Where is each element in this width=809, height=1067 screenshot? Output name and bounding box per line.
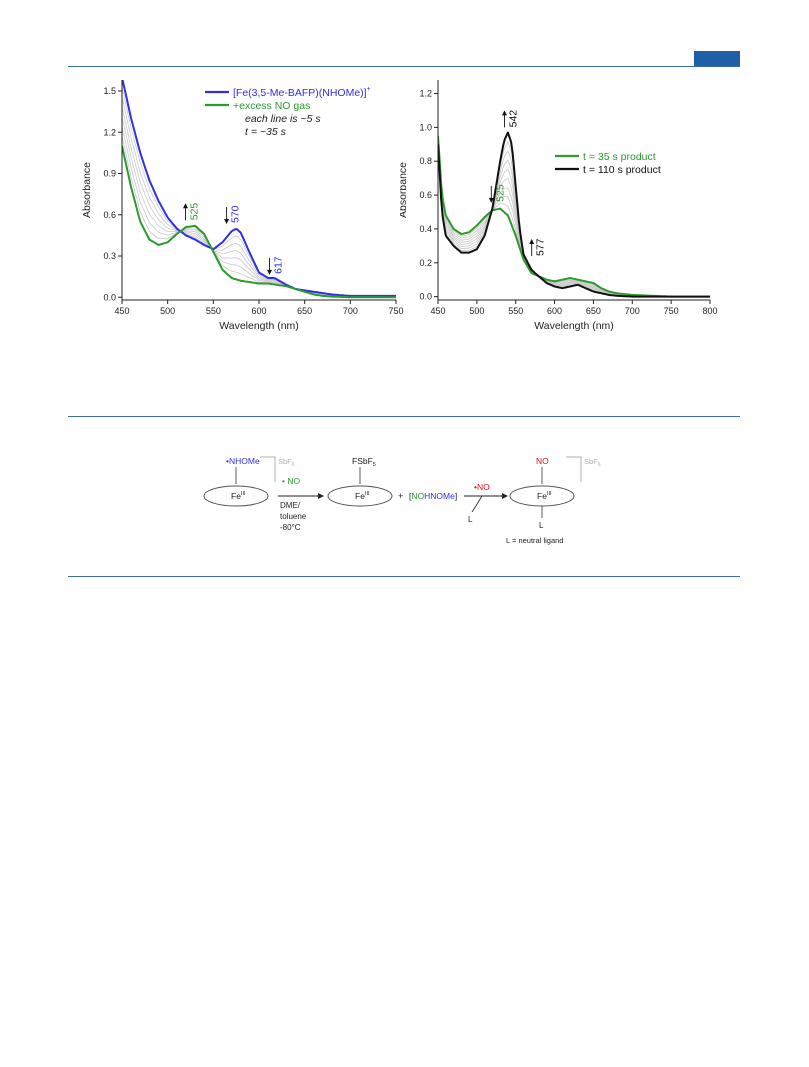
reagent-no-2: •NO	[474, 482, 490, 492]
intermediate-line	[438, 138, 710, 298]
annotation-arrowhead	[183, 203, 188, 209]
porphyrin-ellipse-1	[203, 485, 269, 507]
legend-label-1: t = 35 s product	[583, 151, 656, 163]
series-line-1	[438, 135, 710, 298]
x-tick-label: 650	[297, 306, 312, 316]
peak-label-617: 617	[273, 256, 285, 274]
intermediate-line	[122, 116, 396, 298]
prod-ligand-top: NO	[536, 456, 549, 466]
y-tick-label: 0.4	[419, 224, 432, 234]
product-complex: NO FeIII L SbF6	[509, 456, 601, 530]
y-tick-label: 0.0	[419, 292, 432, 302]
sm-ligand: •NHOMe	[226, 456, 260, 466]
arrow-2-head	[502, 493, 508, 499]
ligand-in: L	[468, 515, 473, 524]
prod-bracket	[566, 456, 582, 482]
peak-label-542: 542	[507, 110, 519, 128]
x-tick-label: 600	[251, 306, 266, 316]
scheme-top-rule	[68, 416, 740, 417]
peak-label-525: 525	[494, 184, 506, 202]
y-tick-label: 0.9	[103, 169, 116, 179]
y-tick-label: 0.6	[419, 190, 432, 200]
annotation-arrowhead	[501, 110, 507, 116]
prod-ligand-bottom: L	[539, 521, 544, 530]
condition-1: DME/	[280, 501, 301, 510]
condition-2: toluene	[280, 512, 307, 521]
x-tick-label: 500	[160, 306, 175, 316]
legend-label-1: [Fe(3,5-Me-BAFP)(NHOMe)]+	[233, 86, 371, 99]
y-tick-label: 1.0	[419, 122, 432, 132]
reagent-no: • NO	[282, 476, 300, 486]
x-axis-label: Wavelength (nm)	[219, 320, 299, 332]
reaction-scheme: •NHOMe FeIII SbF6 • NO DME/ toluene -80°…	[203, 456, 601, 545]
header-tab	[694, 51, 740, 66]
x-tick-label: 550	[206, 306, 221, 316]
x-tick-label: 500	[469, 306, 484, 316]
intermediate-line	[438, 142, 710, 298]
y-tick-label: 0.0	[103, 292, 116, 302]
ligand-in-curve	[471, 495, 483, 513]
intermediate-line	[438, 137, 710, 298]
x-tick-label: 600	[547, 306, 562, 316]
sm-counterion: SbF6	[278, 457, 295, 468]
intermediate-line	[438, 140, 710, 298]
y-tick-label: 0.8	[419, 156, 432, 166]
annotation-arrowhead	[224, 219, 230, 224]
absorbance-chart-left: 450 500 550 600 650 700 750 0.0 0.3 0.6 0.9 1.2 1.5 W…	[81, 80, 404, 332]
x-tick-label: 450	[114, 306, 129, 316]
intermediate-line	[438, 140, 710, 298]
y-tick-label: 0.3	[103, 251, 116, 261]
sm-metal: FeIII	[231, 491, 246, 501]
x-tick-label: 700	[343, 306, 358, 316]
legend-label-2: t = 110 s product	[583, 164, 661, 176]
series-line-2	[438, 131, 710, 298]
y-tick-label: 0.6	[103, 210, 116, 220]
series-line-2	[122, 145, 396, 299]
prod-counterion: SbF6	[584, 457, 601, 468]
annotation-arrowhead	[267, 269, 273, 275]
top-rule	[68, 66, 740, 67]
intermediate-complex: FSbF5 FeIII	[327, 456, 393, 507]
intermediate-line	[438, 139, 710, 298]
prod-metal: FeIII	[537, 491, 552, 501]
byproduct: [NOHNOMe]	[409, 491, 457, 501]
annotation-note: each line is ~5 s	[245, 113, 321, 125]
absorbance-chart-right: 450 500 550 600 650 700 750 800 0.0 0.2 0.4 0.6 0.8 1…	[400, 80, 718, 332]
int-ligand: FSbF5	[352, 456, 376, 468]
series-line-1	[122, 80, 396, 297]
x-tick-label: 450	[430, 306, 445, 316]
peak-label-570: 570	[230, 205, 242, 223]
x-tick-label: 700	[625, 306, 640, 316]
annotation-arrowhead	[488, 197, 494, 203]
intermediate-line	[438, 136, 710, 298]
porphyrin-ellipse-2	[327, 485, 393, 507]
intermediate-line	[438, 141, 710, 298]
x-tick-label: 650	[586, 306, 601, 316]
y-axis-label: Absorbance	[400, 162, 409, 218]
peak-label-577: 577	[535, 238, 547, 256]
starting-complex: •NHOMe FeIII SbF6	[203, 456, 295, 507]
x-tick-label: 750	[388, 306, 403, 316]
x-tick-label: 800	[702, 306, 717, 316]
arrow-1-head	[318, 493, 324, 499]
annotation-arrowhead	[529, 239, 535, 244]
x-tick-label: 550	[508, 306, 523, 316]
y-tick-label: 1.2	[419, 89, 432, 99]
legend-label-2: +excess NO gas	[233, 100, 310, 112]
int-metal: FeIII	[355, 491, 370, 501]
ligand-footnote: L = neutral ligand	[506, 536, 563, 545]
scheme-bottom-rule	[68, 576, 740, 577]
y-tick-label: 1.5	[103, 86, 116, 96]
y-tick-label: 1.2	[103, 127, 116, 137]
x-tick-label: 750	[664, 306, 679, 316]
condition-3: -80°C	[280, 523, 301, 532]
x-axis-label: Wavelength (nm)	[534, 320, 614, 332]
y-tick-label: 0.2	[419, 258, 432, 268]
peak-label-525: 525	[189, 203, 201, 221]
sm-bracket	[260, 456, 276, 482]
plus-sign: +	[398, 491, 403, 501]
y-axis-label: Absorbance	[81, 162, 93, 218]
annotation-note: t = ~35 s	[245, 126, 287, 138]
